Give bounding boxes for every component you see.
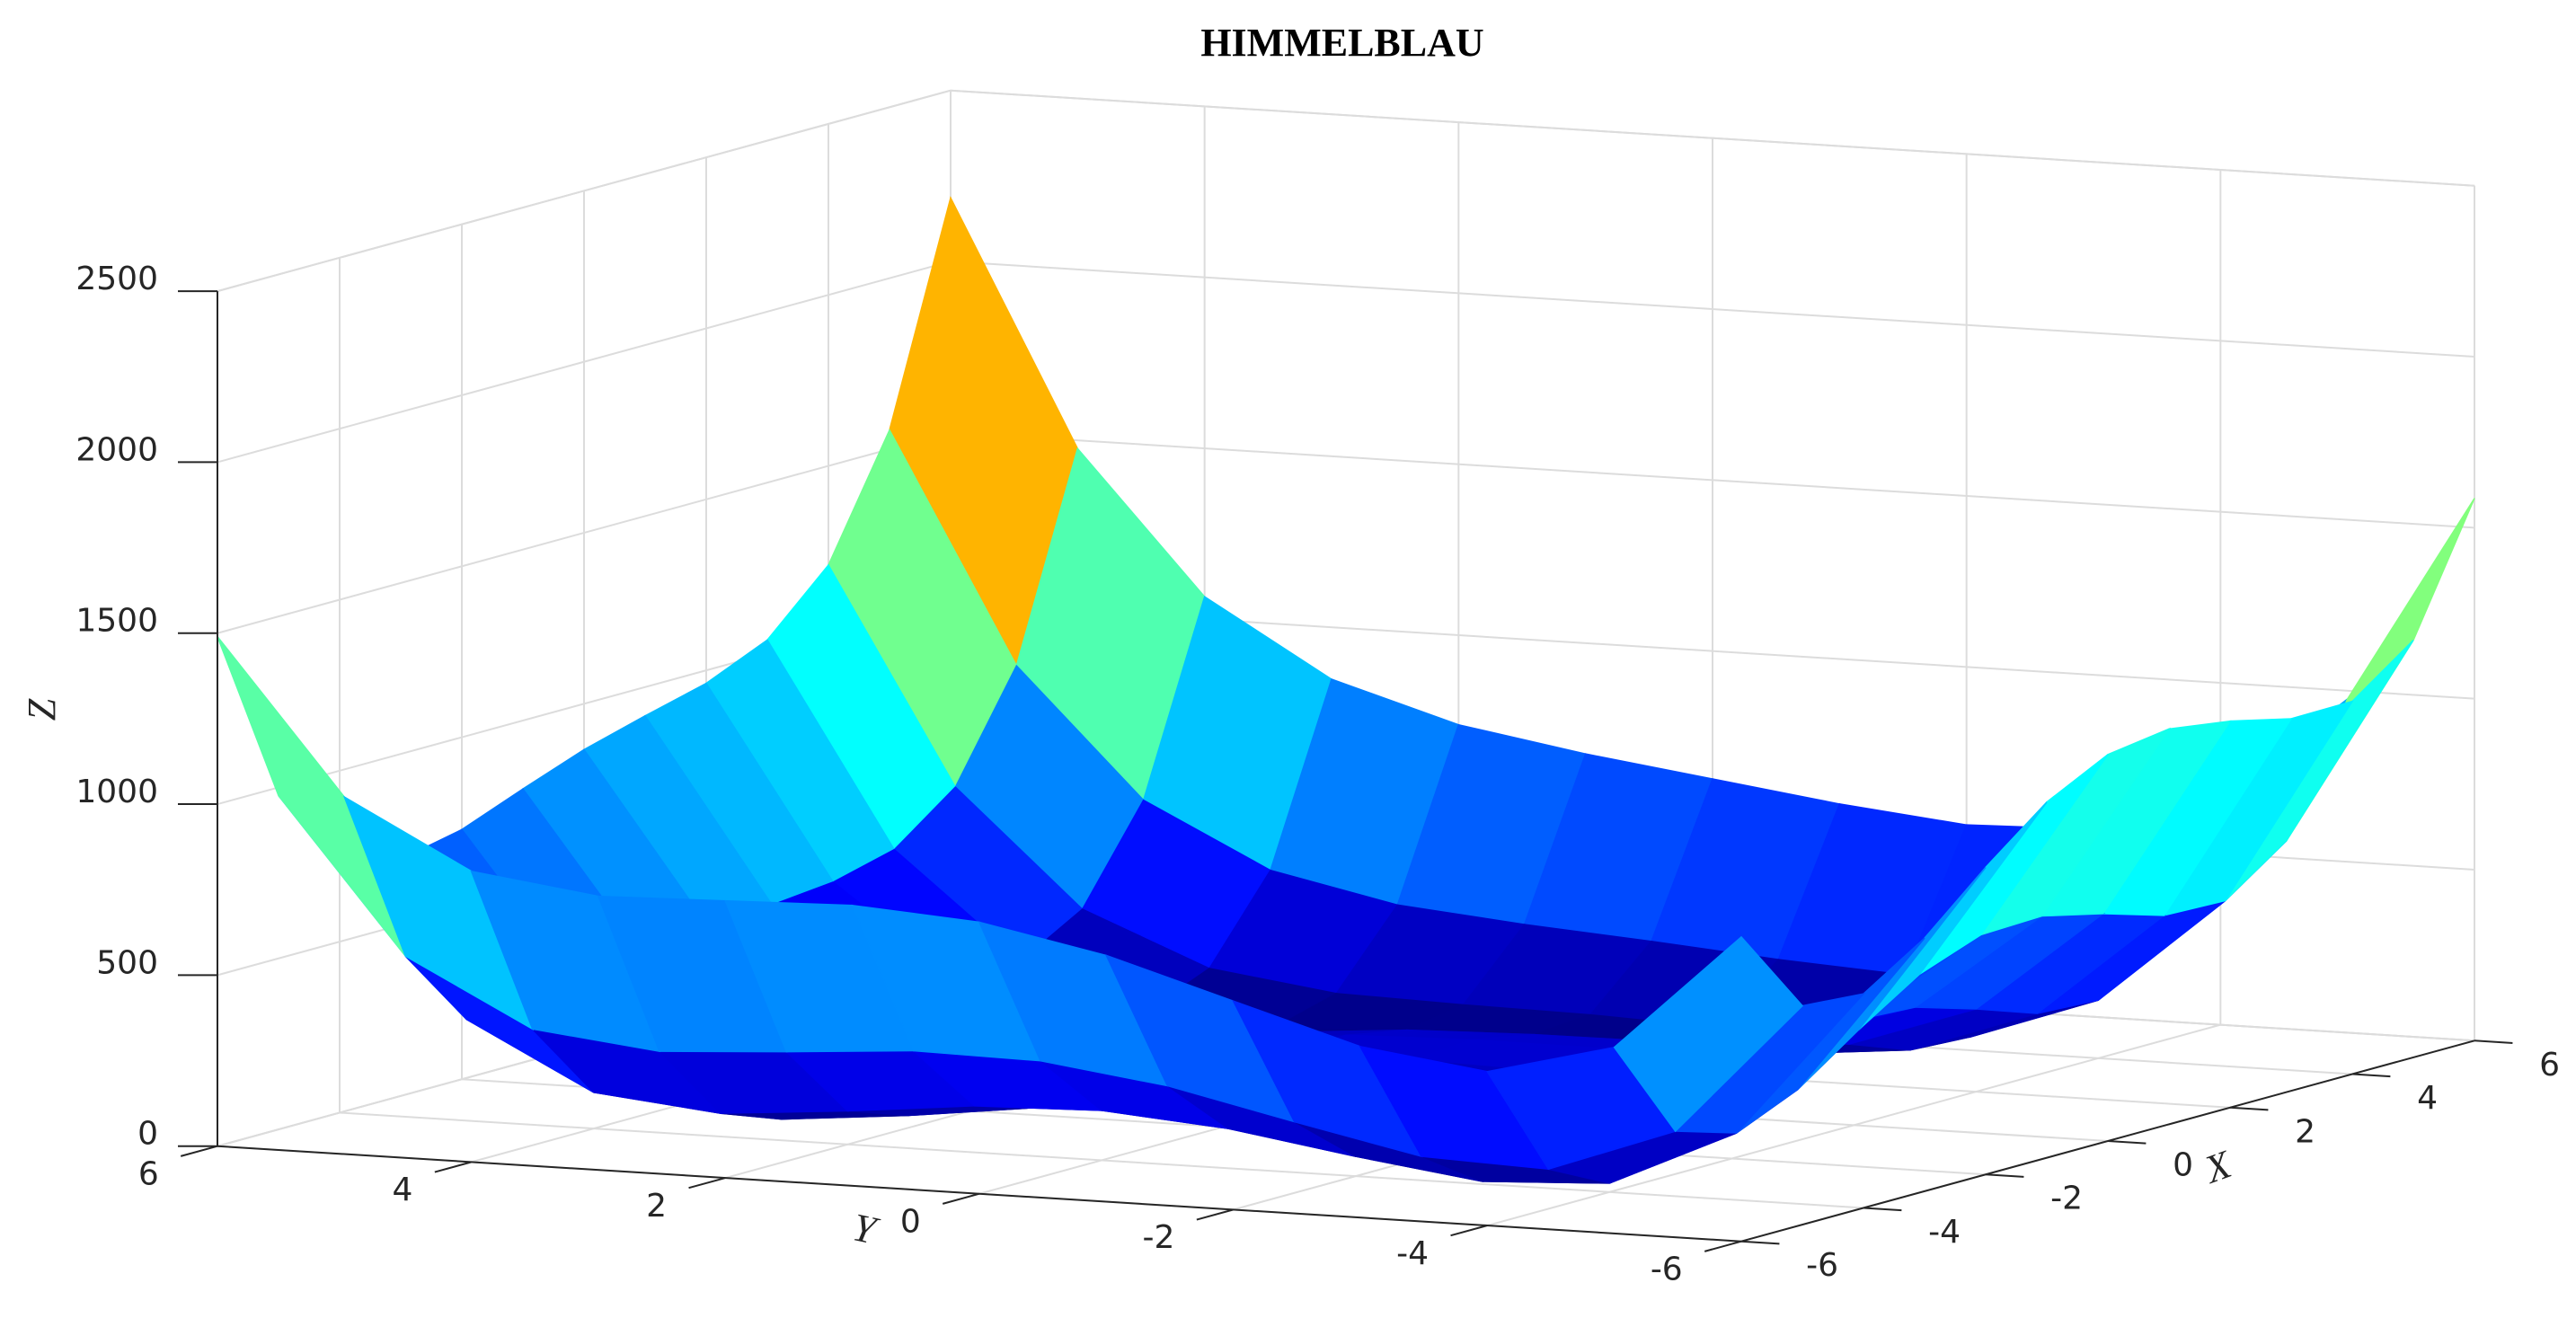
grid-line — [217, 261, 952, 464]
y-tick-label: 6 — [138, 1156, 159, 1193]
y-tick-label: 0 — [900, 1204, 921, 1241]
y-tick-label: -6 — [1651, 1252, 1683, 1288]
x-tick-label: 6 — [2539, 1047, 2560, 1084]
z-axis-label: Z — [20, 698, 64, 721]
chart-title: HIMMELBLAU — [1200, 21, 1483, 65]
z-tick-label: 2000 — [75, 431, 158, 468]
y-axis-label: Y — [849, 1205, 884, 1253]
x-tick-label: 4 — [2417, 1080, 2438, 1117]
x-tick — [2474, 1039, 2513, 1044]
x-tick — [1985, 1173, 2024, 1178]
y-tick-label: -2 — [1142, 1219, 1174, 1256]
grid-line — [1487, 1023, 2221, 1226]
z-tick-label: 500 — [96, 944, 158, 981]
x-tick — [2229, 1106, 2269, 1111]
y-tick-label: 4 — [392, 1172, 412, 1208]
x-tick-label: 2 — [2295, 1113, 2315, 1150]
x-tick — [1863, 1207, 1902, 1212]
grid-line — [217, 89, 952, 293]
surface-patch — [1613, 935, 1804, 1133]
y-tick — [688, 1177, 726, 1190]
grid-line — [950, 261, 2475, 358]
x-tick-label: 0 — [2173, 1147, 2193, 1184]
z-tick-label: 1000 — [75, 774, 158, 810]
x-tick — [2107, 1140, 2147, 1145]
y-tick-label: 2 — [646, 1188, 667, 1225]
y-tick — [1704, 1240, 1742, 1252]
grid-line — [950, 89, 2475, 187]
grid-line — [950, 431, 2475, 529]
grid-line — [217, 431, 952, 634]
z-tick-label: 1500 — [75, 603, 158, 640]
y-tick — [942, 1192, 980, 1205]
z-tick-label: 0 — [137, 1116, 158, 1153]
x-tick-label: -6 — [1806, 1247, 1838, 1284]
x-tick-label: -4 — [1928, 1214, 1961, 1251]
x-tick — [1740, 1240, 1780, 1245]
y-tick — [180, 1145, 218, 1157]
x-axis-label: X — [2198, 1142, 2239, 1193]
x-tick — [2351, 1073, 2391, 1078]
y-tick-label: -4 — [1396, 1235, 1429, 1272]
z-tick-label: 2500 — [75, 261, 158, 297]
y-tick — [1196, 1208, 1234, 1221]
y-tick — [1450, 1225, 1488, 1237]
x-tick-label: -2 — [2050, 1181, 2083, 1217]
y-tick — [434, 1161, 472, 1173]
